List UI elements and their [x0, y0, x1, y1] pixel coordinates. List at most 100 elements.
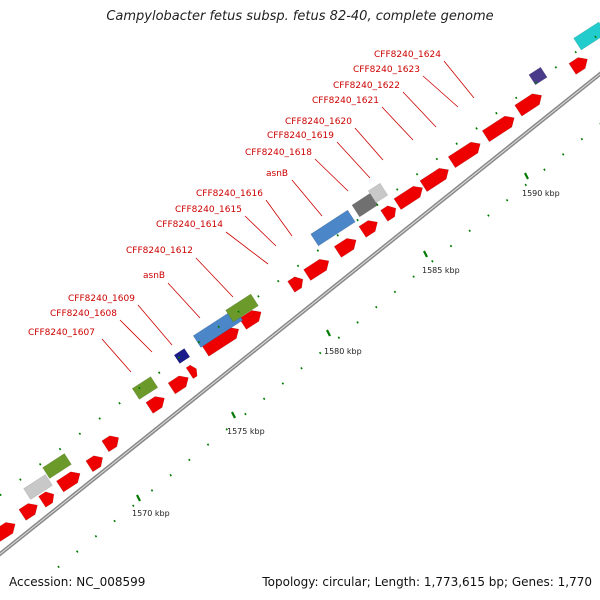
cds-arrow[interactable] — [238, 310, 262, 330]
cds-arrow[interactable] — [303, 258, 330, 281]
major-tick — [231, 411, 236, 419]
label-leader-line — [101, 338, 132, 373]
gene-label[interactable]: CFF8240_1622 — [333, 81, 400, 91]
gene-block-blue[interactable] — [310, 209, 356, 247]
tick-mark-lower — [57, 565, 60, 569]
gene-block-blue[interactable] — [192, 308, 244, 348]
tick-mark-upper — [336, 234, 339, 237]
cds-arrow[interactable] — [447, 141, 481, 169]
label-leader-line — [354, 127, 384, 161]
gene-label[interactable]: CFF8240_1612 — [126, 246, 193, 256]
gene-block-cyan[interactable] — [573, 21, 600, 51]
gene-block-gray[interactable] — [23, 474, 53, 500]
backbone-highlight — [0, 73, 600, 555]
tick-mark-upper — [534, 81, 538, 84]
cds-arrow[interactable] — [38, 491, 55, 508]
gene-block-purple[interactable] — [528, 66, 548, 86]
cds-arrow[interactable] — [568, 57, 588, 75]
tick-mark-upper — [495, 111, 498, 115]
tick-mark-upper — [514, 96, 518, 100]
label-leader-line — [119, 319, 153, 353]
tick-mark-upper — [197, 340, 201, 344]
cds-arrow[interactable] — [145, 396, 165, 414]
map-title: Campylobacter fetus subsp. fetus 82-40, … — [106, 9, 494, 24]
kbp-label: 1570 kbp — [132, 509, 170, 518]
tick-mark-upper — [217, 325, 220, 329]
gene-label[interactable]: CFF8240_1608 — [50, 309, 117, 319]
label-leader-line — [225, 231, 269, 265]
cds-arrow[interactable] — [419, 167, 449, 193]
tick-mark-upper — [38, 463, 42, 466]
tick-mark-upper — [594, 35, 597, 39]
major-tick — [423, 250, 428, 258]
tick-mark-lower — [505, 198, 509, 202]
cds-arrow[interactable] — [0, 522, 16, 542]
gene-label[interactable]: CFF8240_1621 — [312, 96, 379, 106]
tick-mark-upper — [19, 478, 22, 481]
gene-label[interactable]: CFF8240_1618 — [245, 148, 312, 158]
gene-label[interactable]: CFF8240_1609 — [68, 294, 135, 304]
tick-mark-lower — [262, 397, 266, 401]
tick-mark-lower — [206, 443, 210, 446]
tick-mark-lower — [580, 137, 584, 141]
major-tick — [136, 494, 141, 502]
cds-arrow[interactable] — [185, 364, 198, 380]
cds-arrow[interactable] — [333, 238, 357, 258]
tick-mark-lower — [449, 244, 453, 248]
gene-block-green[interactable] — [225, 293, 259, 323]
tick-mark-lower — [150, 489, 154, 492]
tick-mark-upper — [138, 386, 141, 390]
tick-mark-upper — [276, 279, 280, 283]
cds-arrow[interactable] — [18, 503, 38, 521]
gene-block-navy[interactable] — [173, 348, 191, 364]
cds-arrow[interactable] — [167, 375, 189, 395]
tick-mark-upper — [316, 249, 320, 252]
gene-block-green[interactable] — [42, 453, 72, 479]
tick-mark-upper — [415, 172, 419, 176]
gene-label[interactable]: CFF8240_1616 — [196, 189, 263, 199]
cds-arrow[interactable] — [55, 471, 81, 493]
gene-label[interactable]: asnB — [266, 169, 288, 179]
gene-block-green[interactable] — [131, 376, 159, 400]
tick-mark-lower — [318, 351, 322, 355]
tick-mark-lower — [300, 366, 303, 370]
kbp-label: 1580 kbp — [324, 347, 362, 356]
cds-arrow[interactable] — [85, 455, 104, 473]
label-leader-line — [244, 215, 277, 247]
accession-label: Accession: NC_008599 — [9, 575, 146, 589]
gene-label[interactable]: CFF8240_1607 — [28, 328, 95, 338]
tick-mark-upper — [574, 50, 577, 54]
label-leader-line — [314, 158, 349, 192]
cds-arrow[interactable] — [101, 435, 120, 453]
gene-label[interactable]: asnB — [143, 271, 165, 281]
gene-label[interactable]: CFF8240_1619 — [267, 131, 334, 141]
tick-mark-upper — [177, 356, 181, 359]
gene-block-gray[interactable] — [367, 182, 389, 204]
topology-label: Topology: circular; Length: 1,773,615 bp… — [262, 575, 592, 589]
label-leader-line — [265, 199, 293, 237]
gene-label[interactable]: CFF8240_1615 — [175, 205, 242, 215]
tick-mark-upper — [475, 127, 478, 130]
gene-label[interactable]: CFF8240_1623 — [353, 65, 420, 75]
gene-label[interactable]: CFF8240_1624 — [374, 50, 441, 60]
tick-mark-lower — [225, 428, 228, 431]
tick-mark-lower — [543, 168, 546, 171]
gene-label[interactable]: CFF8240_1614 — [156, 220, 223, 230]
cds-arrow[interactable] — [393, 185, 423, 211]
label-leader-line — [336, 141, 371, 179]
tick-mark-lower — [468, 229, 471, 233]
tick-mark-lower — [375, 305, 378, 309]
gene-label[interactable]: CFF8240_1620 — [285, 117, 352, 127]
tick-mark-lower — [169, 473, 172, 477]
cds-arrow[interactable] — [287, 276, 304, 293]
cds-arrow[interactable] — [380, 205, 397, 222]
tick-mark-upper — [395, 188, 399, 191]
label-leader-line — [195, 257, 234, 298]
tick-mark-lower — [524, 183, 528, 187]
cds-arrow[interactable] — [481, 115, 515, 143]
cds-arrow[interactable] — [514, 93, 543, 117]
tick-mark-lower — [412, 275, 415, 278]
tick-mark-lower — [281, 382, 285, 385]
cds-arrow[interactable] — [358, 220, 378, 238]
